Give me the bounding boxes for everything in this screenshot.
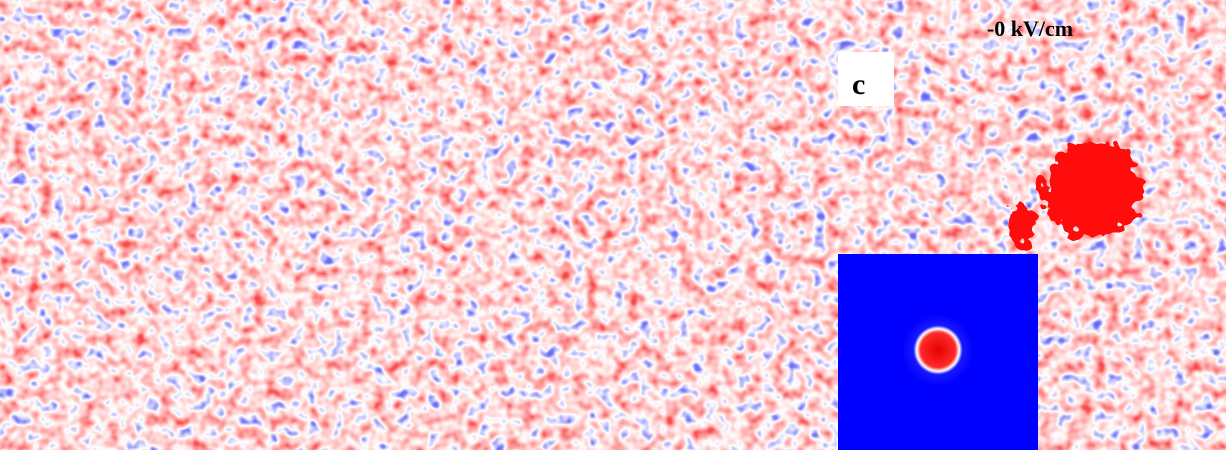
scale-bar (15, 432, 85, 440)
domain (1042, 142, 1142, 238)
panel-c: c -0 kV/cm (838, 16, 1226, 450)
panel-label: c (852, 68, 865, 101)
yellow-line (546, 86, 797, 280)
label-box (425, 52, 479, 106)
panel-b: b -4 kV/cm (425, 10, 823, 450)
panel-title: -0 kV/cm (987, 16, 1073, 41)
inset-ellipse (478, 293, 562, 411)
panel-a: a +0 kV/cm (10, 10, 408, 450)
inset-dot (913, 325, 963, 375)
domain (223, 134, 307, 226)
green-line (196, 123, 304, 257)
panel-label: a (22, 68, 37, 101)
label-box (838, 52, 894, 106)
domain (570, 100, 800, 280)
label-box (10, 52, 66, 106)
green-line (626, 73, 770, 264)
panel-title: +0 kV/cm (164, 10, 255, 35)
yellow-line (183, 113, 337, 234)
domain-edge (428, 150, 472, 230)
panel-label: b (437, 68, 454, 101)
panel-title: -4 kV/cm (572, 10, 658, 35)
inset-dot (82, 324, 134, 376)
domain-tail (1008, 205, 1036, 245)
